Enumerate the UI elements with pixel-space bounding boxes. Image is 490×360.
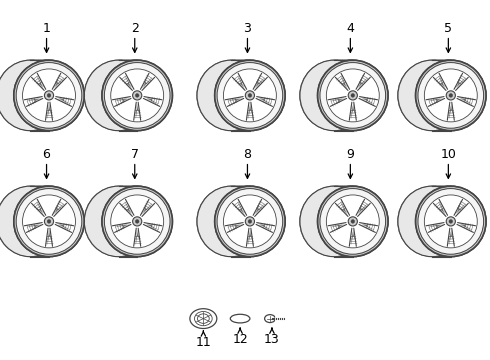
Ellipse shape xyxy=(133,217,142,226)
Ellipse shape xyxy=(0,186,65,257)
Ellipse shape xyxy=(449,94,453,97)
Ellipse shape xyxy=(326,69,379,122)
Ellipse shape xyxy=(135,220,139,223)
Ellipse shape xyxy=(424,69,477,122)
Ellipse shape xyxy=(449,220,453,223)
Text: 3: 3 xyxy=(244,22,251,35)
Ellipse shape xyxy=(245,91,254,100)
Ellipse shape xyxy=(223,69,276,122)
Text: 12: 12 xyxy=(232,333,248,346)
Ellipse shape xyxy=(217,63,283,128)
Ellipse shape xyxy=(318,186,388,257)
Ellipse shape xyxy=(416,186,486,257)
Ellipse shape xyxy=(215,186,285,257)
Ellipse shape xyxy=(197,60,266,131)
Text: 11: 11 xyxy=(196,336,211,349)
Text: 1: 1 xyxy=(43,22,50,35)
Text: 4: 4 xyxy=(346,22,354,35)
Ellipse shape xyxy=(14,186,84,257)
Ellipse shape xyxy=(248,220,252,223)
Ellipse shape xyxy=(133,91,142,100)
Ellipse shape xyxy=(418,189,484,254)
Ellipse shape xyxy=(111,69,164,122)
Ellipse shape xyxy=(351,220,355,223)
Text: 7: 7 xyxy=(131,148,139,161)
Ellipse shape xyxy=(398,186,466,257)
Ellipse shape xyxy=(245,217,254,226)
Ellipse shape xyxy=(446,91,455,100)
Ellipse shape xyxy=(45,91,53,100)
Ellipse shape xyxy=(424,195,477,248)
Ellipse shape xyxy=(84,186,153,257)
Ellipse shape xyxy=(326,195,379,248)
Ellipse shape xyxy=(398,60,466,131)
Text: 10: 10 xyxy=(441,148,456,161)
Ellipse shape xyxy=(135,94,139,97)
Ellipse shape xyxy=(348,91,357,100)
Ellipse shape xyxy=(320,189,386,254)
Ellipse shape xyxy=(351,94,355,97)
Ellipse shape xyxy=(300,60,368,131)
Ellipse shape xyxy=(14,60,84,131)
Text: 8: 8 xyxy=(244,148,251,161)
Ellipse shape xyxy=(318,60,388,131)
Ellipse shape xyxy=(23,195,75,248)
Ellipse shape xyxy=(102,60,172,131)
Ellipse shape xyxy=(104,189,170,254)
Ellipse shape xyxy=(84,60,153,131)
Ellipse shape xyxy=(197,186,266,257)
Ellipse shape xyxy=(0,60,65,131)
Ellipse shape xyxy=(104,63,170,128)
Ellipse shape xyxy=(248,94,252,97)
Ellipse shape xyxy=(320,63,386,128)
Text: 2: 2 xyxy=(131,22,139,35)
Ellipse shape xyxy=(416,60,486,131)
Ellipse shape xyxy=(215,60,285,131)
Ellipse shape xyxy=(16,189,82,254)
Ellipse shape xyxy=(45,217,53,226)
Ellipse shape xyxy=(111,195,164,248)
Ellipse shape xyxy=(300,186,368,257)
Ellipse shape xyxy=(47,94,51,97)
Text: 6: 6 xyxy=(43,148,50,161)
Ellipse shape xyxy=(446,217,455,226)
Text: 9: 9 xyxy=(346,148,354,161)
Ellipse shape xyxy=(102,186,172,257)
Ellipse shape xyxy=(217,189,283,254)
Ellipse shape xyxy=(47,220,51,223)
Text: 5: 5 xyxy=(444,22,452,35)
Text: 13: 13 xyxy=(264,333,280,346)
Ellipse shape xyxy=(418,63,484,128)
Ellipse shape xyxy=(16,63,82,128)
Ellipse shape xyxy=(223,195,276,248)
Ellipse shape xyxy=(348,217,357,226)
Ellipse shape xyxy=(23,69,75,122)
